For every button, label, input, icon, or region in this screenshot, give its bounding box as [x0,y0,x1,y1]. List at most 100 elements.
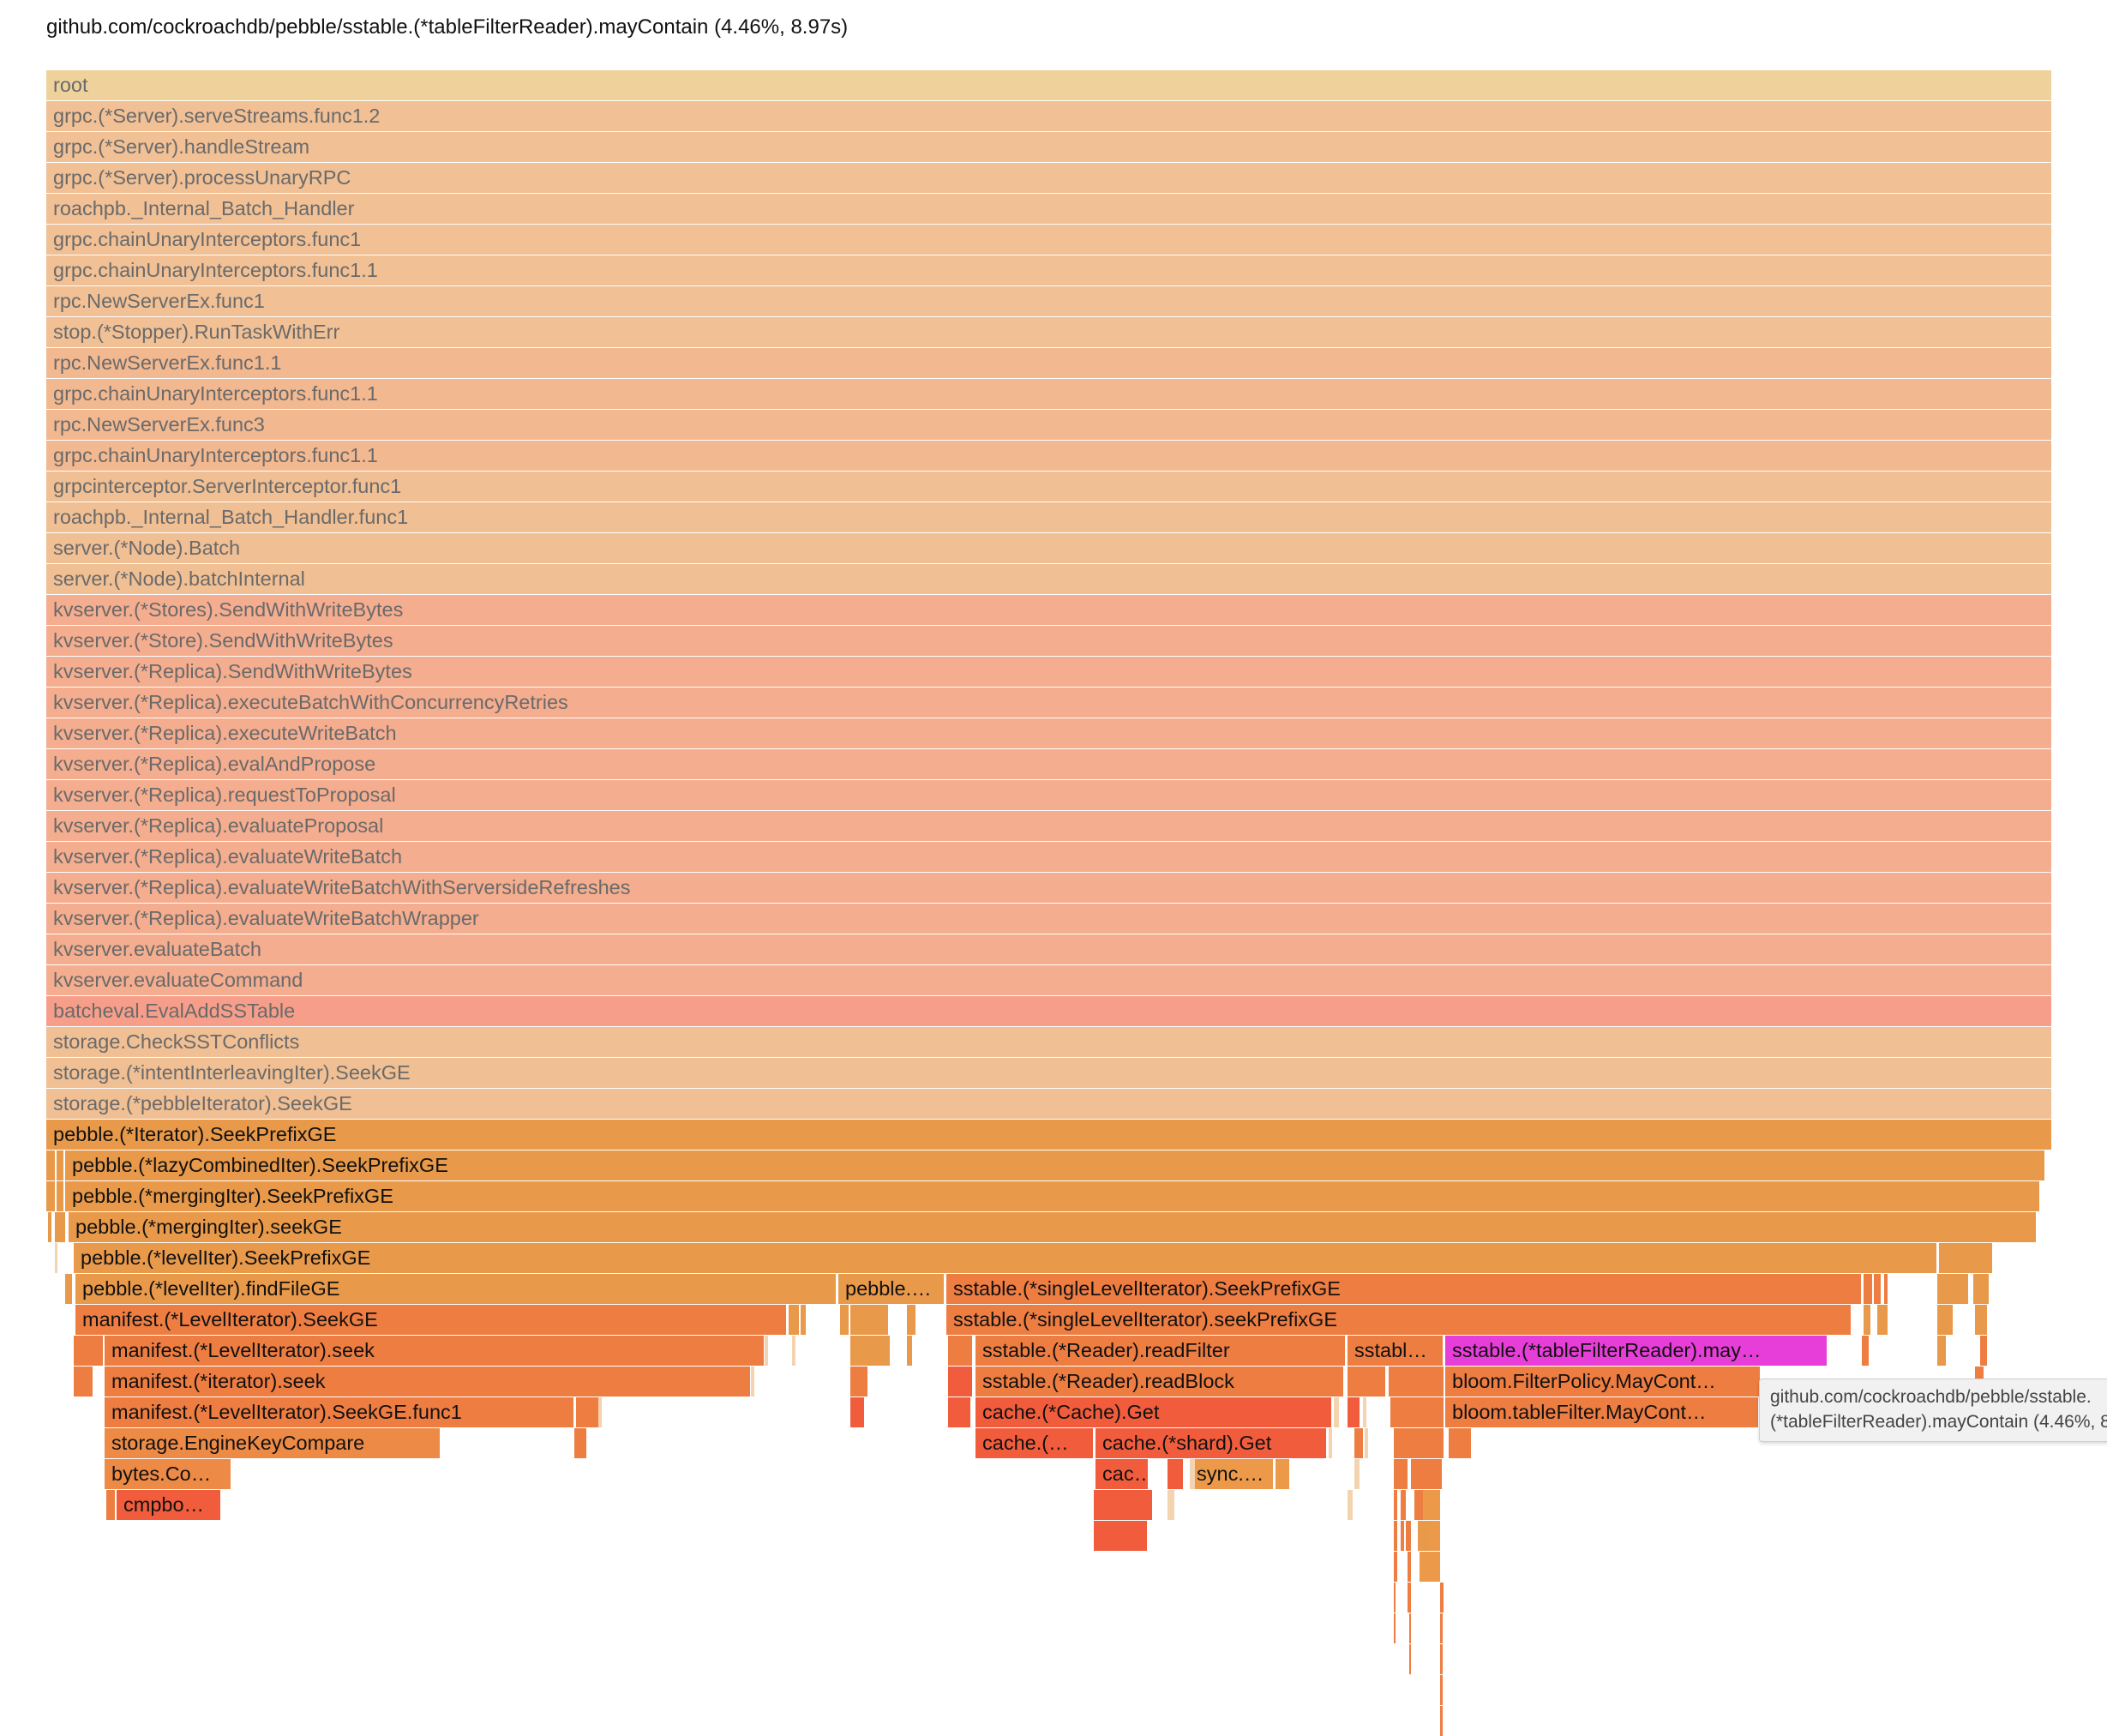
flame-frame-sliver[interactable] [1394,1490,1397,1520]
flame-frame-sliver[interactable] [1937,1336,1946,1366]
flame-frame-sliver[interactable] [907,1336,912,1366]
flame-frame-sliver[interactable] [48,1212,51,1242]
flame-frame-sliver[interactable] [1365,1428,1368,1458]
flame-frame[interactable]: root [46,70,2052,100]
flame-frame-sliver[interactable] [1449,1428,1471,1458]
flame-frame[interactable]: rpc.NewServerEx.func3 [46,410,2052,440]
flame-frame-sliver[interactable] [850,1367,867,1397]
flame-frame[interactable]: manifest.(*LevelIterator).seek [105,1336,765,1366]
flame-frame-sliver[interactable] [1389,1367,1444,1397]
flame-frame-sliver[interactable] [1409,1644,1411,1674]
flame-frame[interactable]: sstable.(*Reader).readBlock [975,1367,1344,1397]
flame-frame-sliver[interactable] [1401,1521,1404,1551]
flame-frame-sliver[interactable] [1411,1459,1442,1489]
flame-frame[interactable]: kvserver.(*Replica).evaluateWriteBatch [46,842,2052,872]
flame-frame[interactable]: rpc.NewServerEx.func1.1 [46,348,2052,378]
flame-frame-sliver[interactable] [1354,1428,1363,1458]
flame-frame[interactable]: kvserver.(*Replica).evaluateWriteBatchWi… [46,873,2052,903]
flame-frame-sliver[interactable] [1334,1397,1339,1427]
flame-frame[interactable]: rpc.NewServerEx.func1 [46,286,2052,316]
flame-frame[interactable]: kvserver.(*Replica).requestToProposal [46,780,2052,810]
flame-frame-sliver[interactable] [948,1397,970,1427]
flame-frame-sliver[interactable] [948,1336,972,1366]
flame-frame[interactable]: manifest.(*LevelIterator).SeekGE [75,1305,787,1335]
flame-frame-sliver[interactable] [1168,1490,1174,1520]
flame-frame-sliver[interactable] [1874,1274,1881,1304]
flame-frame-sliver[interactable] [1864,1274,1872,1304]
flame-frame-sliver[interactable] [74,1336,103,1366]
flame-frame[interactable]: kvserver.(*Replica).evalAndPropose [46,749,2052,779]
flame-frame[interactable]: grpc.chainUnaryInterceptors.func1.1 [46,255,2052,285]
flame-frame-sliver[interactable] [1418,1521,1430,1551]
flame-frame-sliver[interactable] [1394,1583,1396,1613]
flame-frame-sliver[interactable] [850,1305,888,1335]
flame-frame-sliver[interactable] [751,1367,754,1397]
flame-frame[interactable]: cache.(*Cache).Get [975,1397,1332,1427]
flame-frame-sliver[interactable] [1276,1459,1289,1489]
flame-frame[interactable]: grpc.(*Server).processUnaryRPC [46,163,2052,193]
flame-frame[interactable]: storage.(*intentInterleavingIter).SeekGE [46,1058,2052,1088]
flame-frame-sliver[interactable] [1190,1459,1195,1489]
flame-frame-sliver[interactable] [1094,1521,1147,1551]
flame-frame[interactable]: pebble.… [838,1274,945,1304]
flame-frame-sliver[interactable] [1939,1243,1992,1273]
flame-frame-sliver[interactable] [792,1336,795,1366]
flame-frame-sliver[interactable] [574,1428,586,1458]
flame-frame-sliver[interactable] [1440,1706,1443,1736]
flame-frame[interactable]: grpc.chainUnaryInterceptors.func1 [46,225,2052,255]
flame-frame-sliver[interactable] [1329,1428,1332,1458]
flame-frame-sliver[interactable] [1420,1552,1440,1582]
flame-frame[interactable]: pebble.(*Iterator).SeekPrefixGE [46,1120,2052,1150]
flame-frame[interactable]: sstabl… [1348,1336,1444,1366]
flame-frame[interactable]: kvserver.(*Replica).evaluateWriteBatchWr… [46,904,2052,934]
flame-frame-sliver[interactable] [1937,1305,1953,1335]
flame-frame-sliver[interactable] [1354,1459,1360,1489]
flame-frame[interactable]: roachpb._Internal_Batch_Handler [46,194,2052,224]
flame-frame[interactable]: kvserver.(*Store).SendWithWriteBytes [46,626,2052,656]
flame-frame-sliver[interactable] [57,1150,63,1180]
flame-frame-sliver[interactable] [1408,1583,1411,1613]
flame-frame-sliver[interactable] [106,1490,115,1520]
flame-frame[interactable]: stop.(*Stopper).RunTaskWithErr [46,317,2052,347]
flame-frame[interactable]: storage.(*pebbleIterator).SeekGE [46,1089,2052,1119]
flame-frame[interactable]: roachpb._Internal_Batch_Handler.func1 [46,502,2052,532]
flame-frame-sliver[interactable] [1973,1274,1989,1304]
flame-frame-sliver[interactable] [1363,1397,1366,1427]
flame-frame[interactable]: grpc.chainUnaryInterceptors.func1.1 [46,441,2052,471]
flame-frame[interactable]: sstable.(*singleLevelIterator).seekPrefi… [946,1305,1852,1335]
flame-frame[interactable]: pebble.(*levelIter).findFileGE [75,1274,837,1304]
flame-frame-sliver[interactable] [840,1305,849,1335]
flame-frame[interactable]: sync.… [1190,1459,1274,1489]
flame-frame-sliver[interactable] [1348,1397,1360,1427]
flame-frame[interactable]: grpc.(*Server).serveStreams.func1.2 [46,101,2052,131]
flame-frame-sliver[interactable] [948,1367,972,1397]
flame-frame-sliver[interactable] [850,1336,890,1366]
flame-frame[interactable]: kvserver.evaluateBatch [46,934,2052,964]
flame-frame-sliver[interactable] [1408,1552,1411,1582]
flame-frame[interactable]: grpcinterceptor.ServerInterceptor.func1 [46,472,2052,502]
flame-frame-sliver[interactable] [1394,1552,1397,1582]
flame-frame-sliver[interactable] [57,1181,63,1211]
flame-frame-sliver[interactable] [46,1181,55,1211]
flame-frame-sliver[interactable] [1440,1644,1443,1674]
flame-frame-sliver[interactable] [789,1305,799,1335]
flame-frame[interactable]: kvserver.(*Replica).executeWriteBatch [46,718,2052,748]
flame-frame-sliver[interactable] [1394,1521,1397,1551]
flame-frame[interactable]: pebble.(*mergingIter).SeekPrefixGE [65,1181,2040,1211]
flame-frame-sliver[interactable] [1440,1675,1443,1705]
flame-frame[interactable]: server.(*Node).batchInternal [46,564,2052,594]
flame-frame[interactable]: kvserver.(*Replica).evaluateProposal [46,811,2052,841]
flame-frame[interactable]: grpc.(*Server).handleStream [46,132,2052,162]
flame-frame-sliver[interactable] [74,1367,93,1397]
flame-frame-sliver[interactable] [1862,1336,1869,1366]
flame-frame-sliver[interactable] [46,1150,55,1180]
flame-frame-sliver[interactable] [1414,1490,1423,1520]
flame-frame[interactable]: bytes.Co… [105,1459,231,1489]
flame-frame-sliver[interactable] [1348,1367,1385,1397]
flame-frame-sliver[interactable] [1409,1613,1411,1643]
flame-frame-sliver[interactable] [1980,1336,1987,1366]
flame-frame-sliver[interactable] [1394,1613,1396,1643]
flame-frame-sliver[interactable] [1440,1583,1444,1613]
flame-frame-sliver[interactable] [598,1397,602,1427]
flame-frame[interactable]: cmpbo… [117,1490,221,1520]
